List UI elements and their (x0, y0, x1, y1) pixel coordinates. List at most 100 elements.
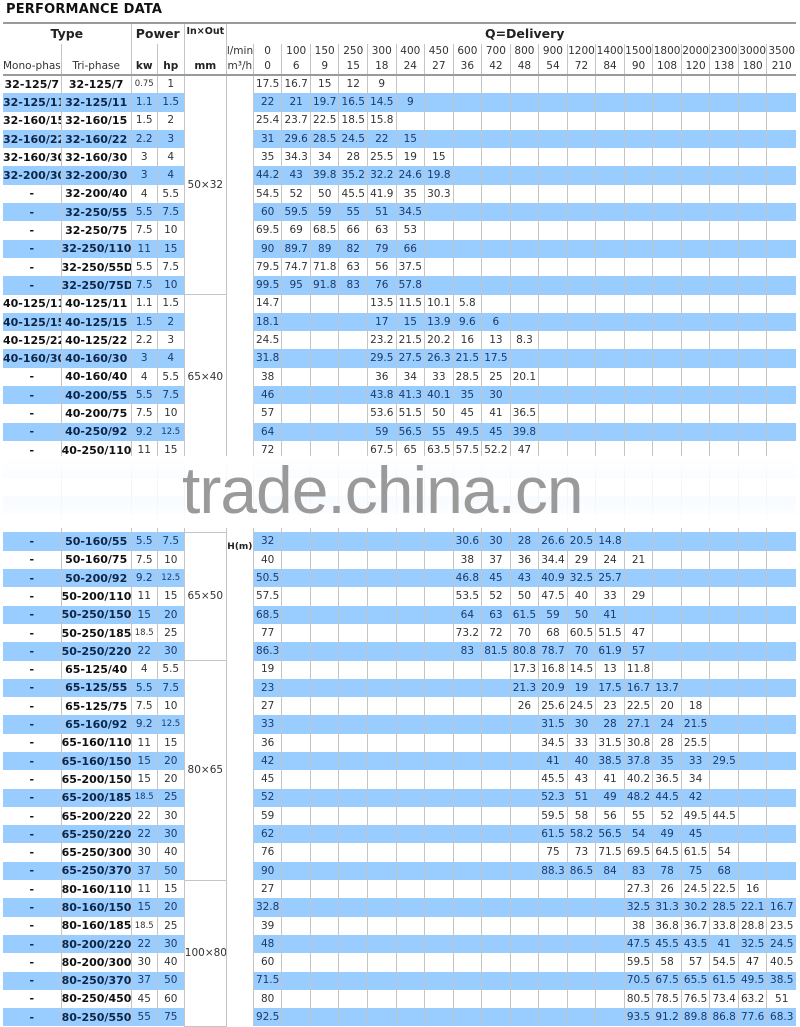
head-value: 41 (481, 404, 511, 423)
flow-lmin-800: 800 (509, 44, 539, 58)
head-value (538, 312, 568, 332)
head-value (680, 569, 710, 588)
head-value (309, 697, 339, 716)
head-value: 21.5 (452, 349, 482, 368)
flow-lmin-300: 300 (367, 44, 397, 58)
mono-phase-model: - (29, 224, 35, 238)
tri-phase-model: 65-125/75 (60, 697, 132, 716)
head-value: 91.2 (652, 1008, 682, 1027)
head-value: 73.4 (709, 989, 739, 1009)
power-hp: 15 (156, 733, 185, 752)
head-value (737, 788, 767, 807)
head-value (538, 129, 568, 149)
head-value (566, 294, 596, 313)
head-value (424, 934, 454, 954)
power-hp: 30 (156, 642, 185, 661)
head-value: 17.5 (252, 75, 282, 94)
head-value: 57.5 (252, 587, 282, 606)
head-value (452, 75, 482, 94)
head-value (709, 550, 739, 570)
head-value: 70.5 (623, 971, 653, 990)
head-value: 54 (623, 825, 653, 844)
head-value: 89 (309, 239, 339, 258)
mono-phase-model: - (3, 239, 62, 258)
power-kw: 2.2 (130, 129, 158, 149)
head-value: 30 (566, 715, 596, 734)
head-value (424, 697, 454, 716)
head-value (709, 605, 739, 624)
power-kw: 3 (130, 349, 158, 368)
head-value (338, 825, 368, 844)
power-hp: 75 (156, 1008, 185, 1027)
head-value (509, 861, 539, 881)
table-row: - 65-250/300 30 40 76 75 73 71.5 69.5 64.5 61.5 54 (3, 843, 796, 862)
head-value: 51 (566, 788, 596, 807)
power-kw: 7.5 (130, 276, 158, 295)
head-value (481, 678, 511, 698)
flow-lmin-400: 400 (395, 44, 425, 58)
head-value (309, 569, 339, 588)
tri-phase-model: 40-125/11 (60, 294, 132, 313)
head-value (338, 770, 368, 789)
head-value (395, 953, 425, 972)
head-value (566, 386, 596, 405)
head-value (338, 971, 368, 990)
head-value: 24.5 (252, 331, 282, 350)
power-hp: 50 (156, 971, 185, 990)
head-value (509, 953, 539, 972)
head-value: 24.5 (680, 880, 710, 899)
head-value (309, 349, 339, 368)
head-value: 21 (281, 93, 311, 112)
head-value (367, 715, 397, 734)
table-row: - 65-160/110 11 15 36 34.5 33 31.5 30.8 28 25.5 (3, 733, 796, 752)
flow-lmin-0: 0 (252, 44, 282, 58)
head-value (623, 349, 653, 368)
head-value (281, 386, 311, 405)
head-value: 28.5 (309, 129, 339, 149)
head-value (481, 294, 511, 313)
head-value (595, 367, 625, 387)
head-value (766, 623, 796, 643)
head-value (452, 770, 482, 789)
head-value: 33 (424, 367, 454, 387)
head-value (452, 660, 482, 679)
head-value (367, 605, 397, 624)
power-kw: 0.75 (130, 75, 158, 94)
head-value: 63 (338, 257, 368, 277)
head-value: 17.5 (595, 678, 625, 698)
head-value: 17 (367, 312, 397, 332)
head-value (424, 111, 454, 130)
head-value (509, 1008, 539, 1027)
head-value: 45.5 (652, 934, 682, 954)
head-value (281, 751, 311, 771)
head-value: 63.5 (424, 440, 454, 460)
head-value: 71.8 (309, 257, 339, 277)
power-kw: 11 (130, 587, 158, 606)
head-value (680, 550, 710, 570)
flow-lmin-1200: 1200 (566, 44, 596, 58)
head-value (424, 203, 454, 222)
head-value: 9 (367, 75, 397, 94)
head-value: 81.5 (481, 642, 511, 661)
head-value (309, 605, 339, 624)
flow-m3h-42: 42 (481, 58, 511, 76)
power-kw: 7.5 (130, 221, 158, 240)
table-row: -32-200/40 4 5.5 54.5 52 50 45.5 41.9 35 30.3 (3, 184, 796, 204)
head-value (509, 916, 539, 935)
head-value: 41.9 (367, 184, 397, 204)
head-value (395, 532, 425, 551)
head-value (680, 111, 710, 130)
mono-phase-model: - (29, 260, 35, 274)
head-value (680, 532, 710, 551)
head-value: 47.5 (623, 934, 653, 954)
head-value: 61.5 (509, 605, 539, 624)
tri-phase-model: 32-250/110 (60, 239, 132, 258)
head-value (737, 751, 767, 771)
head-value (623, 569, 653, 588)
head-value (652, 312, 682, 332)
head-value: 36 (509, 550, 539, 570)
head-value (367, 806, 397, 826)
head-value (281, 532, 311, 551)
head-value (766, 148, 796, 167)
head-value (595, 349, 625, 368)
